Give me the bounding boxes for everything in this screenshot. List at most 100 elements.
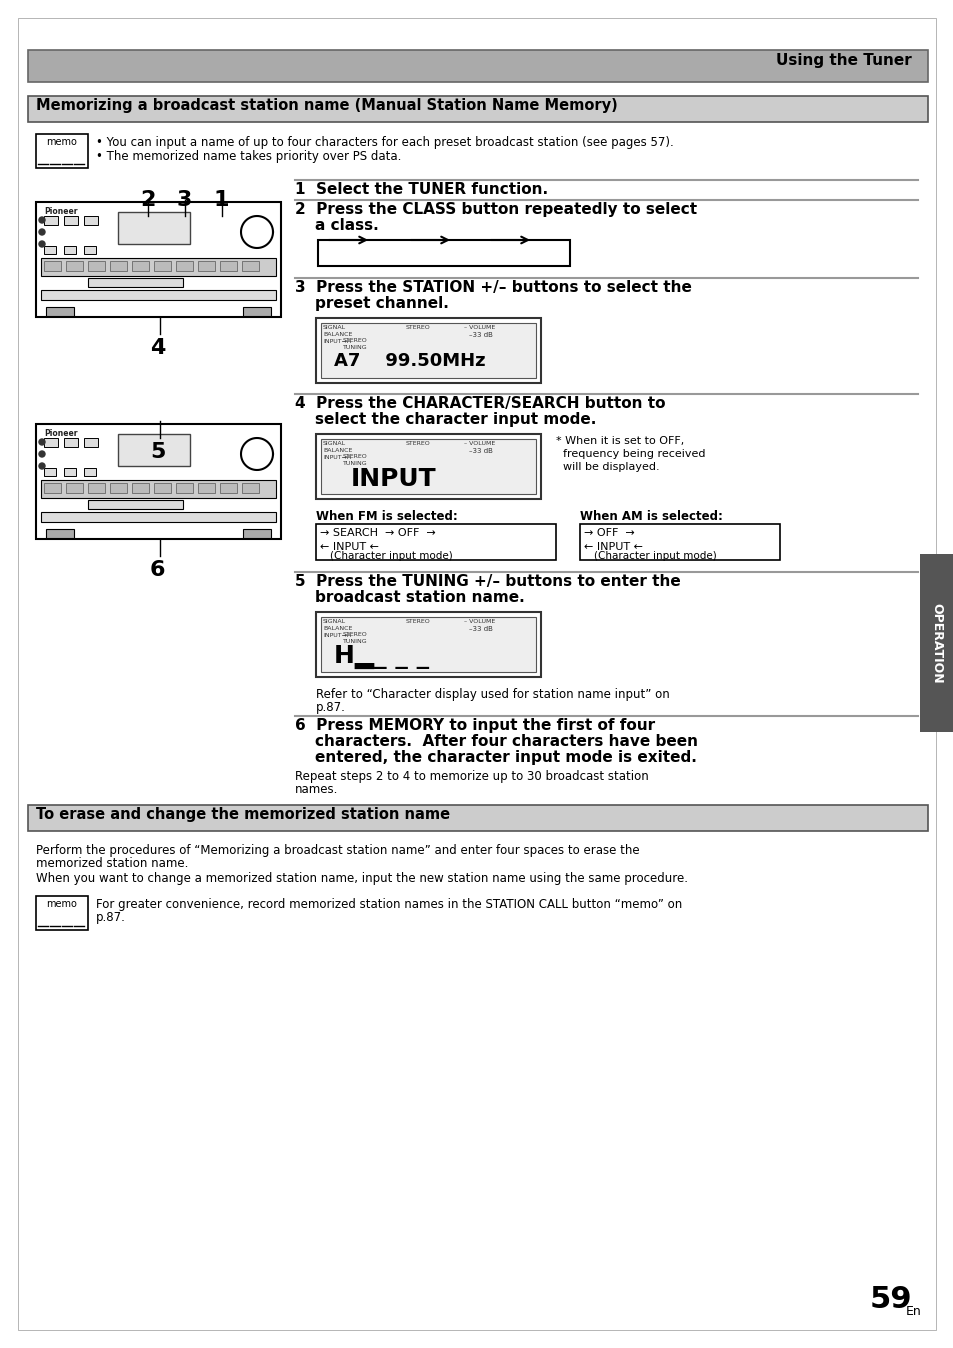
Text: INPUT→A: INPUT→A (323, 456, 351, 460)
Bar (41, 480, 275, 497)
Bar (243, 307, 271, 315)
Circle shape (39, 462, 45, 469)
Text: BALANCE: BALANCE (323, 625, 352, 631)
Bar (46, 528, 74, 538)
Bar (320, 439, 536, 493)
Text: 2  Press the CLASS button repeatedly to select: 2 Press the CLASS button repeatedly to s… (294, 202, 697, 217)
Text: OPERATION: OPERATION (929, 603, 943, 683)
Text: INPUT: INPUT (351, 466, 436, 491)
Bar (84, 245, 96, 253)
Text: 3: 3 (177, 190, 193, 210)
Text: En: En (905, 1305, 921, 1318)
Bar (315, 434, 540, 499)
Text: select the character input mode.: select the character input mode. (314, 412, 596, 427)
Text: TUNING: TUNING (343, 461, 367, 466)
Bar (41, 512, 275, 522)
Bar (110, 483, 127, 493)
Bar (579, 524, 780, 559)
Bar (175, 262, 193, 271)
Bar (118, 212, 190, 244)
Bar (28, 96, 927, 123)
Text: memo: memo (47, 137, 77, 147)
Bar (44, 483, 61, 493)
Circle shape (39, 452, 45, 457)
Text: 4: 4 (150, 338, 165, 359)
Bar (88, 483, 105, 493)
Bar (64, 438, 78, 448)
Bar (242, 483, 258, 493)
Text: → OFF  →: → OFF → (583, 528, 634, 538)
Text: STEREO: STEREO (343, 454, 367, 460)
Text: broadcast station name.: broadcast station name. (314, 590, 524, 605)
Bar (28, 50, 927, 82)
Text: INPUT→A: INPUT→A (323, 634, 351, 638)
Text: → SEARCH  → OFF  →: → SEARCH → OFF → (319, 528, 436, 538)
Text: frequency being received: frequency being received (556, 449, 705, 460)
Text: 6  Press MEMORY to input the first of four: 6 Press MEMORY to input the first of fou… (294, 718, 655, 733)
Bar (84, 468, 96, 476)
Text: * When it is set to OFF,: * When it is set to OFF, (556, 435, 683, 446)
Bar (242, 262, 258, 271)
Bar (118, 434, 190, 466)
Circle shape (39, 229, 45, 235)
Bar (320, 617, 536, 673)
Text: When you want to change a memorized station name, input the new station name usi: When you want to change a memorized stat… (36, 872, 687, 886)
Bar (66, 483, 83, 493)
Bar (44, 468, 56, 476)
Bar (66, 262, 83, 271)
Text: 5  Press the TUNING +/– buttons to enter the: 5 Press the TUNING +/– buttons to enter … (294, 574, 680, 589)
Text: – VOLUME: – VOLUME (463, 325, 495, 330)
Text: When FM is selected:: When FM is selected: (315, 510, 457, 523)
Text: When AM is selected:: When AM is selected: (579, 510, 722, 523)
Text: memorized station name.: memorized station name. (36, 857, 188, 869)
Text: Repeat steps 2 to 4 to memorize up to 30 broadcast station: Repeat steps 2 to 4 to memorize up to 30… (294, 770, 648, 783)
Bar (153, 262, 171, 271)
Text: Pioneer: Pioneer (44, 208, 77, 216)
Bar (315, 318, 540, 383)
Text: TUNING: TUNING (343, 345, 367, 350)
Text: preset channel.: preset channel. (314, 297, 449, 311)
Bar (919, 554, 953, 732)
Text: INPUT→A: INPUT→A (323, 338, 351, 344)
Text: 1  Select the TUNER function.: 1 Select the TUNER function. (294, 182, 548, 197)
Text: STEREO: STEREO (343, 632, 367, 638)
Bar (110, 262, 127, 271)
Text: Refer to “Character display used for station name input” on: Refer to “Character display used for sta… (315, 687, 669, 701)
Bar (88, 500, 183, 510)
Bar (36, 202, 281, 317)
Bar (36, 896, 88, 930)
Text: Using the Tuner: Using the Tuner (776, 53, 911, 67)
Text: • The memorized name takes priority over PS data.: • The memorized name takes priority over… (96, 150, 401, 163)
Bar (44, 438, 58, 448)
Circle shape (39, 241, 45, 247)
Text: p.87.: p.87. (315, 701, 346, 714)
Bar (198, 483, 214, 493)
Text: p.87.: p.87. (96, 911, 126, 923)
Text: STEREO: STEREO (343, 338, 367, 342)
Text: TUNING: TUNING (343, 639, 367, 644)
Text: (Character input mode): (Character input mode) (330, 551, 453, 561)
Text: 1: 1 (213, 190, 230, 210)
Text: memo: memo (47, 899, 77, 909)
Bar (64, 216, 78, 225)
Text: For greater convenience, record memorized station names in the STATION CALL butt: For greater convenience, record memorize… (96, 898, 681, 911)
Bar (198, 262, 214, 271)
Text: BALANCE: BALANCE (323, 332, 352, 337)
Text: A7    99.50MHz: A7 99.50MHz (334, 352, 485, 369)
Text: 2: 2 (140, 190, 155, 210)
Circle shape (39, 217, 45, 222)
Text: 4  Press the CHARACTER/SEARCH button to: 4 Press the CHARACTER/SEARCH button to (294, 396, 665, 411)
Text: BALANCE: BALANCE (323, 448, 352, 453)
Bar (317, 240, 569, 266)
Text: 59: 59 (869, 1285, 912, 1314)
Text: – VOLUME: – VOLUME (463, 619, 495, 624)
Bar (41, 257, 275, 276)
Bar (320, 324, 536, 377)
Text: 5: 5 (150, 442, 165, 462)
Text: –33 dB: –33 dB (469, 625, 493, 632)
Text: 3  Press the STATION +/– buttons to select the: 3 Press the STATION +/– buttons to selec… (294, 280, 691, 295)
Text: a class.: a class. (314, 218, 378, 233)
Bar (84, 438, 98, 448)
Bar (132, 483, 149, 493)
Text: STEREO: STEREO (406, 441, 431, 446)
